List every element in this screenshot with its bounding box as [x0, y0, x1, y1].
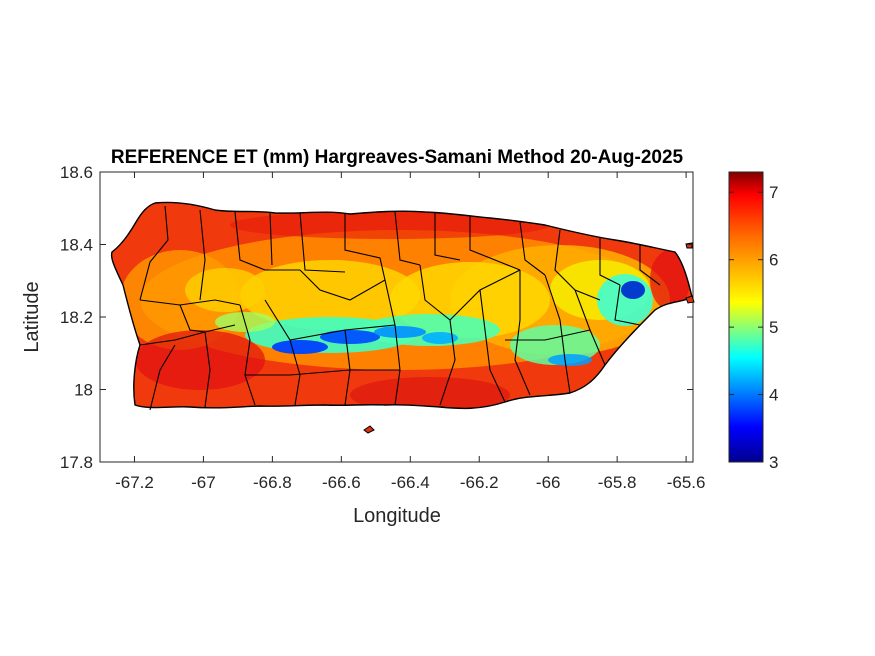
x-tick-label: -65.8 [598, 473, 637, 492]
northeast-islet [685, 242, 693, 249]
y-tick-label: 18.6 [60, 163, 93, 182]
colorbar-tick-label: 3 [769, 453, 778, 472]
x-tick-label: -66.4 [391, 473, 430, 492]
chart-title: REFERENCE ET (mm) Hargreaves-Samani Meth… [111, 147, 684, 168]
x-tick-label: -65.6 [667, 473, 706, 492]
y-axis-label: Latitude [21, 281, 43, 352]
x-tick-label: -67 [191, 473, 216, 492]
colorbar-tick-label: 6 [769, 251, 778, 270]
colorbar-ticks: 7 6 5 4 3 [729, 183, 778, 472]
x-tick-label: -66.8 [253, 473, 292, 492]
colorbar-tick-label: 5 [769, 318, 778, 337]
x-tick-label: -67.2 [115, 473, 154, 492]
x-tick-label: -66 [536, 473, 561, 492]
x-axis-label: Longitude [353, 505, 441, 527]
island-outline [110, 201, 693, 410]
y-axis-ticks: 18.6 18.4 18.2 18 17.8 [60, 163, 693, 472]
municipality-boundaries [139, 205, 661, 411]
x-axis-ticks: -67.2 -67 -66.8 -66.6 -66.4 -66.2 -66 -65.8 -65.… [115, 172, 705, 492]
et-heatmap [111, 202, 693, 409]
colorbar-tick-label: 7 [769, 183, 778, 202]
y-tick-label: 17.8 [60, 453, 93, 472]
y-tick-label: 18 [74, 381, 93, 400]
caja-de-muertos-islet [363, 425, 375, 434]
y-tick-label: 18.2 [60, 308, 93, 327]
east-islet [685, 295, 695, 304]
y-tick-label: 18.4 [60, 236, 93, 255]
colorbar-tick-label: 4 [769, 386, 778, 405]
x-tick-label: -66.6 [322, 473, 361, 492]
x-tick-label: -66.2 [460, 473, 499, 492]
colorbar [728, 171, 764, 463]
